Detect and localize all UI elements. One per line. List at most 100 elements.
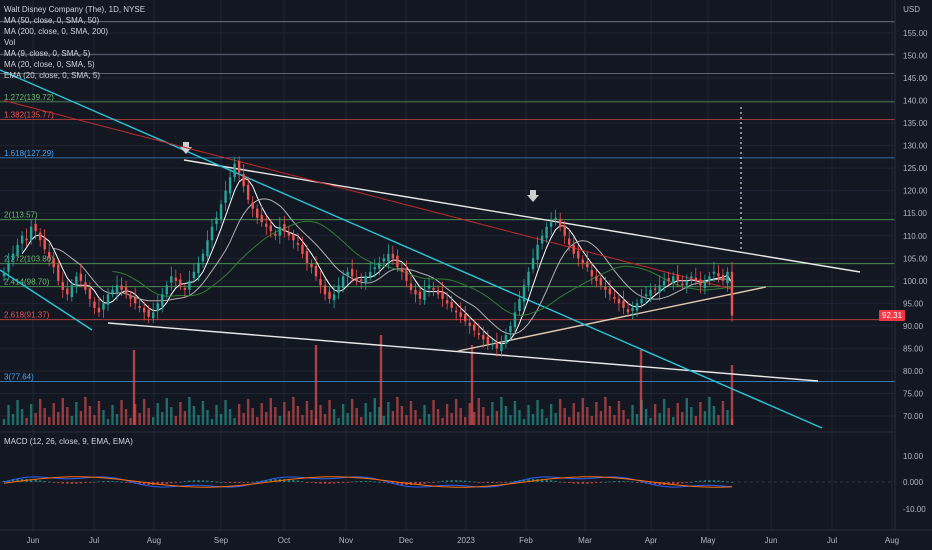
macd-histogram-bar (690, 481, 693, 483)
candle-body (595, 276, 598, 281)
volume-bar (350, 399, 354, 425)
volume-bar (287, 411, 291, 425)
volume-bar (341, 404, 345, 425)
volume-bar (7, 405, 10, 425)
price-tick-label: 140.00 (903, 97, 928, 106)
candle-body (11, 253, 15, 261)
volume-bar (473, 412, 476, 425)
macd-histogram-bar (423, 482, 426, 484)
candle-body (387, 253, 390, 261)
volume-spike (379, 335, 383, 425)
candle-body (170, 276, 173, 283)
macd-histogram-bar (341, 482, 345, 483)
volume-bar (540, 409, 544, 425)
last-price: 92.31 (882, 311, 903, 320)
candle-body (16, 244, 19, 256)
volume-bar (224, 400, 227, 425)
legend-ma50[interactable]: MA (50, close, 0, SMA, 50) (4, 16, 100, 25)
volume-bar (649, 418, 652, 425)
price-tick-label: 90.00 (903, 322, 924, 331)
macd-histogram-bar (599, 482, 603, 483)
price-tick-label: 115.00 (903, 209, 927, 218)
candle-body (210, 226, 214, 241)
macd-histogram-bar (622, 481, 625, 482)
macd-histogram-bar (604, 481, 607, 483)
candle-body (640, 298, 643, 304)
volume-bar (269, 398, 272, 425)
candle-body (93, 301, 96, 308)
macd-histogram-bar (38, 480, 42, 482)
candle-body (653, 288, 657, 290)
candle-body (662, 280, 666, 286)
candle-body (468, 322, 471, 326)
grid (0, 0, 895, 530)
macd-histogram-bar (210, 480, 214, 482)
last-price-tag: 92.31 (879, 310, 906, 321)
candle-body (445, 300, 449, 304)
macd-legend[interactable]: MACD (12, 26, close, 9, EMA, EMA) (4, 437, 133, 446)
volume-bar (228, 409, 232, 425)
macd-histogram-bar (436, 481, 440, 483)
macd-histogram-bar (649, 482, 652, 485)
volume-bar (237, 404, 241, 425)
volume-bar (147, 408, 150, 425)
macd-histogram-bar (572, 482, 575, 484)
candle-body (450, 302, 453, 308)
macd-histogram-bar (414, 482, 417, 485)
candle-body (373, 267, 376, 270)
volume-spike (730, 365, 734, 425)
volume-bar (364, 403, 367, 425)
macd-histogram-bar (590, 482, 594, 484)
legend-vol[interactable]: Vol (4, 38, 16, 47)
ma20-line (53, 198, 733, 335)
candle-body (161, 294, 164, 307)
macd-histogram-bar (242, 482, 245, 483)
macd-histogram-bar (468, 481, 471, 482)
volume-bar (658, 413, 661, 425)
trend-lines[interactable] (0, 69, 861, 429)
volume-bar (418, 419, 422, 425)
volume-bar (491, 402, 494, 425)
legend-ma9[interactable]: MA (9, close, 0, SMA, 5) (4, 49, 91, 58)
candle-body (283, 224, 286, 232)
price-tick-label: 110.00 (903, 232, 927, 241)
candle-body (382, 258, 386, 262)
candle-body (459, 312, 462, 317)
volume-bar (52, 403, 55, 425)
legend-ma20[interactable]: MA (20, close, 0, SMA, 5) (4, 60, 95, 69)
candle-body (106, 294, 110, 305)
candle-body (441, 291, 444, 299)
macd-histogram-bar (595, 482, 598, 483)
macd-histogram-bar (513, 480, 517, 482)
volume-spike (639, 350, 643, 425)
candle-body (57, 264, 60, 281)
candle-body (174, 277, 178, 281)
price-tick-label: 95.00 (903, 299, 924, 308)
macd-histogram-bar (292, 479, 295, 482)
volume-bar (183, 411, 187, 425)
macd-histogram-bar (310, 482, 313, 483)
candle-body (147, 309, 150, 317)
macd-tick-label: 10.00 (903, 452, 924, 461)
macd-histogram-bar (11, 479, 15, 482)
candle-body (246, 184, 250, 200)
macd-histogram-bar (658, 482, 661, 485)
indicator-legend: Walt Disney Company (The), 1D, NYSE MA (… (4, 4, 145, 81)
macd-histogram-bar (183, 481, 187, 482)
macd-histogram-bar (613, 481, 616, 482)
candle-body (314, 265, 318, 277)
volume-bar (613, 415, 616, 425)
macd-histogram-bar (482, 482, 485, 483)
legend-ema20[interactable]: EMA (20, close, 0, SMA, 5) (4, 71, 101, 80)
volume-bar (75, 402, 78, 425)
volume-bar (142, 399, 146, 425)
volume-bar (400, 406, 404, 425)
candle-body (346, 271, 349, 277)
macd-histogram-bar (721, 480, 725, 482)
macd-histogram-bar (301, 481, 304, 483)
volume-bar (631, 405, 634, 425)
candle-body (500, 343, 503, 352)
fib-label: 2.414(98.70) (4, 278, 50, 287)
legend-ma200[interactable]: MA (200, close, 0, SMA, 200) (4, 27, 109, 36)
